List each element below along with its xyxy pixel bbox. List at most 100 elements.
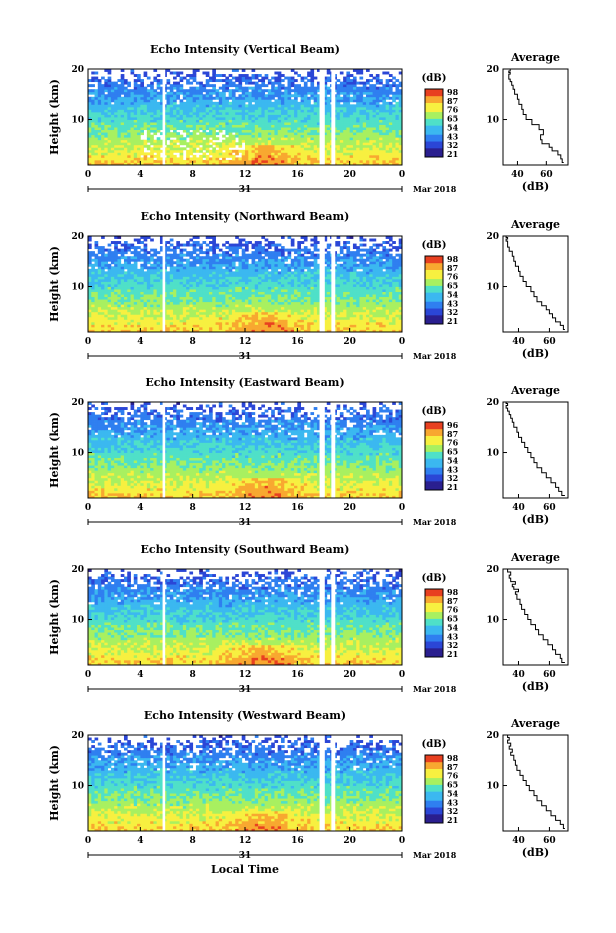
- heatmap-cell: [111, 97, 115, 100]
- heatmap-cell: [294, 109, 298, 112]
- heatmap-cell: [95, 127, 99, 130]
- heatmap-cell: [206, 307, 210, 310]
- heatmap-cell: [173, 157, 177, 160]
- heatmap-cell: [242, 317, 246, 320]
- heatmap-cell: [376, 287, 380, 290]
- heatmap-cell: [278, 137, 282, 140]
- heatmap-cell: [153, 317, 157, 320]
- heatmap-cell: [294, 127, 298, 130]
- heatmap-cell: [271, 307, 275, 310]
- heatmap-cell: [284, 324, 288, 327]
- heatmap-cell: [117, 319, 121, 322]
- heatmap-cell: [369, 125, 373, 128]
- heatmap-cell: [202, 155, 206, 158]
- heatmap-cell: [373, 322, 377, 325]
- heatmap-cell: [314, 324, 318, 327]
- heatmap-cell: [288, 304, 292, 307]
- heatmap-cell: [117, 302, 121, 305]
- heatmap-cell: [363, 142, 367, 145]
- heatmap-cell: [310, 317, 314, 320]
- heatmap-cell: [229, 102, 233, 105]
- heatmap-cell: [124, 284, 128, 287]
- heatmap-cell: [222, 297, 226, 300]
- heatmap-cell: [170, 297, 174, 300]
- heatmap-cell: [225, 142, 229, 145]
- heatmap-cell: [209, 99, 213, 102]
- heatmap-cell: [248, 327, 252, 330]
- heatmap-cell: [294, 135, 298, 138]
- heatmap-cell: [337, 299, 341, 302]
- heatmap-cell: [281, 135, 285, 138]
- heatmap-cell: [245, 130, 249, 133]
- heatmap-cell: [242, 77, 246, 80]
- average-x-label: (dB): [522, 180, 549, 193]
- heatmap-cell: [284, 140, 288, 143]
- heatmap-cell: [304, 122, 308, 125]
- heatmap-cell: [343, 94, 347, 97]
- heatmap-cell: [147, 77, 151, 80]
- heatmap-cell: [369, 122, 373, 125]
- heatmap-cell: [268, 312, 272, 315]
- heatmap-cell: [379, 117, 383, 120]
- heatmap-cell: [173, 312, 177, 315]
- heatmap-cell: [134, 307, 138, 310]
- heatmap-cell: [140, 92, 144, 95]
- heatmap-cell: [356, 314, 360, 317]
- heatmap-cell: [189, 89, 193, 92]
- heatmap-cell: [304, 142, 308, 145]
- heatmap-cell: [219, 160, 223, 163]
- heatmap-cell: [209, 319, 213, 322]
- heatmap-cell: [193, 155, 197, 158]
- heatmap-cell: [101, 92, 105, 95]
- heatmap-cell: [180, 307, 184, 310]
- heatmap-cell: [314, 307, 318, 310]
- heatmap-cell: [294, 112, 298, 115]
- heatmap-cell: [108, 137, 112, 140]
- heatmap-cell: [294, 114, 298, 117]
- heatmap-cell: [363, 314, 367, 317]
- heatmap-cell: [140, 157, 144, 160]
- heatmap-cell: [382, 137, 386, 140]
- heatmap-cell: [114, 147, 118, 150]
- heatmap-cell: [206, 160, 210, 163]
- heatmap-cell: [225, 122, 229, 125]
- heatmap-cell: [274, 142, 278, 145]
- heatmap-cell: [281, 142, 285, 145]
- heatmap-cell: [379, 152, 383, 155]
- heatmap-cell: [337, 87, 341, 90]
- heatmap-cell: [369, 322, 373, 325]
- heatmap-cell: [88, 292, 92, 295]
- heatmap-cell: [101, 147, 105, 150]
- heatmap-cell: [167, 304, 171, 307]
- heatmap-cell: [288, 294, 292, 297]
- heatmap-cell: [225, 317, 229, 320]
- heatmap-cell: [101, 87, 105, 90]
- heatmap-cell: [373, 304, 377, 307]
- heatmap-cell: [346, 104, 350, 107]
- heatmap-cell: [353, 92, 357, 95]
- heatmap-cell: [373, 299, 377, 302]
- heatmap-cell: [346, 324, 350, 327]
- heatmap-cell: [114, 327, 118, 330]
- heatmap-cell: [124, 102, 128, 105]
- heatmap-cell: [189, 324, 193, 327]
- heatmap-cell: [284, 304, 288, 307]
- heatmap-cell: [346, 102, 350, 105]
- heatmap-cell: [114, 307, 118, 310]
- heatmap-cell: [189, 74, 193, 77]
- heatmap-cell: [232, 120, 236, 123]
- heatmap-cell: [219, 284, 223, 287]
- heatmap-cell: [202, 289, 206, 292]
- heatmap-cell: [353, 322, 357, 325]
- heatmap-cell: [117, 99, 121, 102]
- heatmap-cell: [310, 142, 314, 145]
- heatmap-cell: [104, 130, 108, 133]
- heatmap-cell: [350, 135, 354, 138]
- heatmap-cell: [327, 79, 331, 82]
- heatmap-cell: [202, 140, 206, 143]
- heatmap-cell: [301, 152, 305, 155]
- heatmap-cell: [366, 155, 370, 158]
- heatmap-cell: [209, 304, 213, 307]
- heatmap-cell: [134, 327, 138, 330]
